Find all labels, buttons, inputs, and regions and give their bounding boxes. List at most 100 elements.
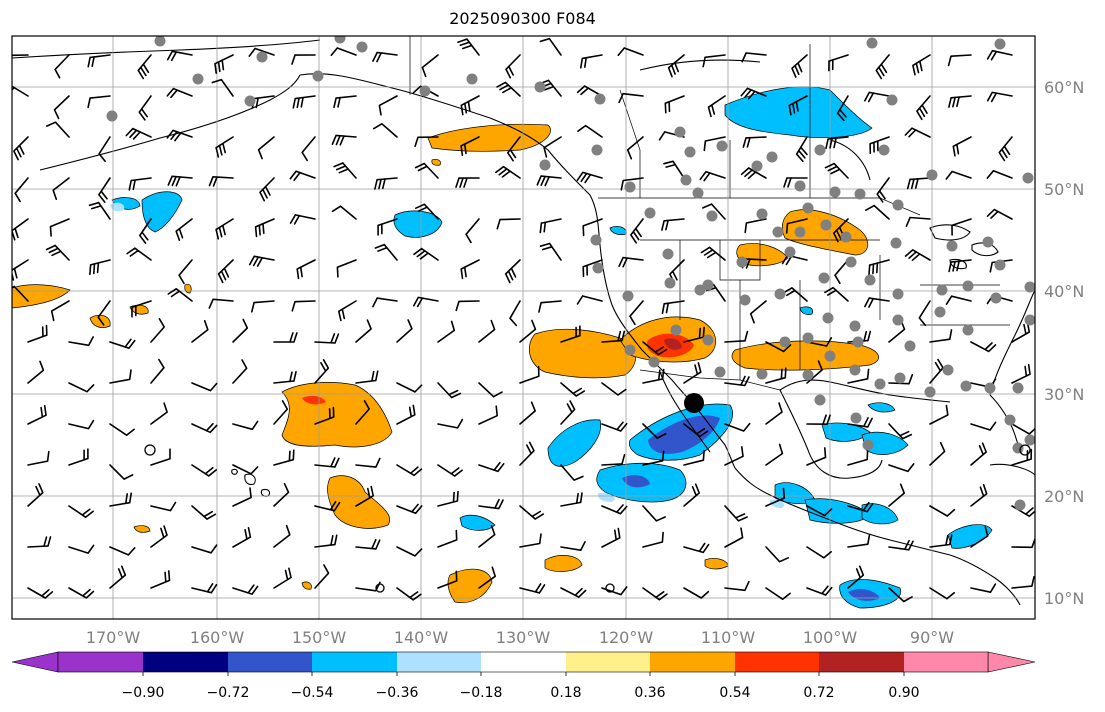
wind-barb xyxy=(986,170,1013,179)
wind-barb xyxy=(888,423,913,440)
wind-barb xyxy=(986,91,1013,103)
wind-barb xyxy=(538,300,562,313)
station-marker xyxy=(716,140,728,152)
wind-barb xyxy=(824,162,849,179)
wind-barb xyxy=(68,505,94,518)
wind-barb xyxy=(683,587,710,599)
wind-barb xyxy=(630,218,644,244)
wind-barb xyxy=(248,47,275,57)
wind-barb xyxy=(27,450,50,466)
wind-barb xyxy=(724,505,748,522)
station-marker xyxy=(154,36,166,47)
colorbar-segment xyxy=(58,652,143,672)
station-marker xyxy=(802,202,814,214)
wind-barb xyxy=(519,365,540,384)
wind-barb xyxy=(765,487,786,507)
station-marker xyxy=(802,369,814,381)
station-marker xyxy=(814,394,826,406)
wind-barb xyxy=(137,54,152,80)
wind-barb xyxy=(929,358,944,384)
colorbar-tick-label: −0.90 xyxy=(122,685,165,701)
wind-barb xyxy=(167,175,193,187)
wind-barb xyxy=(128,177,152,191)
wind-barb xyxy=(314,333,340,344)
wind-barb xyxy=(314,501,341,512)
wind-barb xyxy=(232,318,249,343)
wind-barb xyxy=(259,177,275,202)
wind-barb xyxy=(13,136,29,161)
wind-barb xyxy=(519,319,537,343)
wind-barb xyxy=(504,259,521,284)
wind-barb xyxy=(642,505,666,522)
station-marker xyxy=(824,350,836,362)
station-marker xyxy=(994,38,1006,50)
wind-barb xyxy=(68,419,95,430)
wind-barb xyxy=(413,296,439,308)
wind-barb xyxy=(509,300,521,327)
wind-barb xyxy=(601,382,627,396)
station-marker xyxy=(1024,281,1035,293)
wind-barb xyxy=(560,492,583,507)
wind-barb xyxy=(396,503,423,515)
wind-barb xyxy=(336,259,357,278)
station-marker xyxy=(779,336,791,348)
wind-barb xyxy=(806,505,833,517)
station-marker xyxy=(624,344,636,356)
wind-barb xyxy=(355,457,381,468)
wind-barb xyxy=(765,402,783,425)
wind-barb xyxy=(478,319,496,343)
station-marker xyxy=(892,314,904,326)
wind-barb xyxy=(507,136,521,162)
wind-barb xyxy=(214,54,234,74)
wind-barb xyxy=(847,417,873,428)
wind-barb xyxy=(519,583,546,594)
wind-barb xyxy=(421,54,439,78)
wind-barb xyxy=(98,136,111,162)
station-marker xyxy=(924,386,936,398)
wind-barb xyxy=(27,324,48,343)
wind-barb xyxy=(765,443,784,466)
wind-barb xyxy=(868,259,890,276)
station-marker xyxy=(592,262,604,274)
station-marker xyxy=(662,248,674,260)
station-marker xyxy=(994,259,1006,271)
wind-barb xyxy=(437,464,463,477)
wind-barb xyxy=(251,300,275,313)
wind-barb xyxy=(396,464,423,477)
colorbar-segment xyxy=(904,652,988,672)
wind-barb xyxy=(109,565,127,589)
wind-barb xyxy=(314,359,330,384)
wind-barb xyxy=(642,423,667,439)
wind-barb xyxy=(945,295,972,305)
wind-barb xyxy=(68,448,89,466)
wind-barb xyxy=(314,457,340,468)
wind-barb xyxy=(333,95,357,109)
wind-barb xyxy=(373,123,398,138)
wind-barb xyxy=(166,50,193,62)
wind-barb xyxy=(970,483,988,507)
station-marker xyxy=(814,144,826,156)
wind-barb xyxy=(869,136,890,154)
wind-barb xyxy=(232,527,252,548)
wind-barb xyxy=(150,570,171,589)
weak-negative-anomaly-areas xyxy=(110,202,785,508)
wind-barb xyxy=(460,95,480,116)
wind-barb xyxy=(437,570,458,589)
wind-barb xyxy=(699,170,726,182)
colorbar-tick-label: 0.36 xyxy=(634,685,665,701)
station-marker xyxy=(670,324,682,336)
wind-barb xyxy=(929,587,955,600)
wind-barb xyxy=(918,300,931,326)
wind-barb xyxy=(46,121,70,138)
wind-barb xyxy=(178,259,193,285)
wind-barb xyxy=(707,95,726,118)
wind-barb xyxy=(986,49,1013,61)
wind-barb xyxy=(496,81,521,97)
station-marker xyxy=(886,94,898,106)
wind-barb xyxy=(1011,423,1035,435)
wind-barb xyxy=(618,92,644,104)
wind-barb xyxy=(437,320,456,343)
wind-barb xyxy=(765,546,789,563)
wind-barb xyxy=(109,464,134,480)
wind-barb xyxy=(191,505,217,520)
